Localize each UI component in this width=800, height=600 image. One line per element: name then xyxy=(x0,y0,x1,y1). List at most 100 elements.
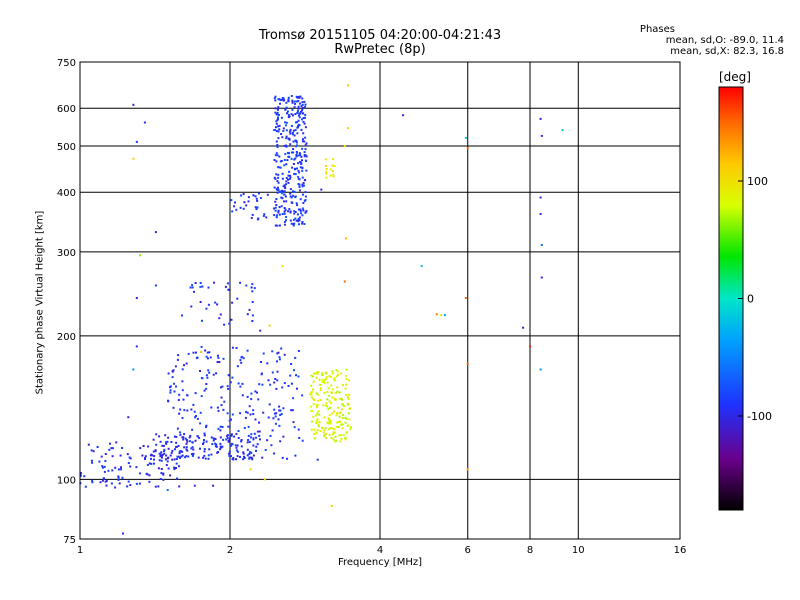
data-point xyxy=(280,133,283,135)
data-point xyxy=(252,438,255,441)
data-point xyxy=(290,157,293,160)
data-point xyxy=(227,282,229,285)
data-point xyxy=(333,398,336,401)
data-point xyxy=(126,485,129,488)
data-point xyxy=(146,463,149,466)
data-point xyxy=(239,385,242,388)
data-point xyxy=(107,469,110,472)
data-point xyxy=(230,444,233,447)
data-point xyxy=(285,106,288,109)
data-point xyxy=(316,406,319,408)
data-point xyxy=(259,197,262,199)
data-point xyxy=(252,413,255,415)
data-point xyxy=(334,379,336,382)
data-point xyxy=(206,351,209,354)
data-point xyxy=(214,442,217,445)
data-point xyxy=(285,144,287,147)
data-point xyxy=(321,374,324,376)
data-point xyxy=(326,398,329,401)
x-tick-label: 2 xyxy=(227,545,233,556)
data-point xyxy=(281,177,284,180)
data-point xyxy=(190,408,193,411)
data-point xyxy=(185,446,188,449)
data-point xyxy=(104,480,107,483)
data-point xyxy=(176,477,179,480)
x-tick-label: 16 xyxy=(674,545,687,556)
data-point xyxy=(237,382,240,385)
data-point xyxy=(340,397,343,400)
data-point xyxy=(96,446,99,448)
data-point xyxy=(292,133,294,136)
data-point xyxy=(171,449,174,452)
data-point xyxy=(298,152,301,155)
data-point xyxy=(345,417,348,420)
data-point xyxy=(282,407,285,410)
data-point xyxy=(258,192,260,195)
data-point xyxy=(181,454,184,457)
data-point xyxy=(402,114,405,117)
data-point xyxy=(153,455,156,458)
data-point xyxy=(294,173,297,176)
data-point xyxy=(324,378,327,380)
data-point xyxy=(274,209,277,212)
data-point xyxy=(230,433,233,436)
data-point xyxy=(464,297,467,299)
data-point xyxy=(298,219,301,222)
data-point xyxy=(339,411,342,414)
data-points xyxy=(79,84,564,535)
data-point xyxy=(251,213,254,216)
data-point xyxy=(317,425,320,428)
data-point xyxy=(201,377,204,380)
data-point xyxy=(323,382,326,385)
data-point xyxy=(84,485,87,488)
data-point xyxy=(301,222,304,225)
data-point xyxy=(313,399,316,402)
data-point xyxy=(443,314,446,317)
data-point xyxy=(325,170,328,173)
data-point xyxy=(295,95,298,98)
data-point xyxy=(196,417,199,420)
data-point xyxy=(129,457,132,460)
data-point xyxy=(231,413,234,416)
data-point xyxy=(302,138,304,141)
data-point xyxy=(282,435,285,438)
data-point xyxy=(163,448,166,451)
data-point xyxy=(250,286,253,289)
data-point xyxy=(153,458,155,461)
data-point xyxy=(314,414,317,417)
data-point xyxy=(277,114,280,116)
data-point xyxy=(258,383,261,386)
data-point xyxy=(200,351,203,353)
data-point xyxy=(185,448,188,451)
data-point xyxy=(280,98,283,101)
data-point xyxy=(246,448,249,451)
data-point xyxy=(317,371,320,374)
data-point xyxy=(206,357,209,360)
data-point xyxy=(273,97,276,100)
data-point xyxy=(295,374,297,377)
data-point xyxy=(324,158,327,161)
data-point xyxy=(219,442,222,445)
data-point xyxy=(266,193,269,196)
data-point xyxy=(335,391,338,394)
data-point xyxy=(274,111,277,114)
data-point xyxy=(283,200,285,203)
data-point xyxy=(185,455,188,458)
data-point xyxy=(83,475,86,478)
data-point xyxy=(242,193,245,196)
data-point xyxy=(219,448,222,451)
data-point xyxy=(172,369,175,372)
data-point xyxy=(297,114,300,117)
data-point xyxy=(271,429,274,432)
data-point xyxy=(207,369,210,372)
data-point xyxy=(255,208,258,211)
data-point xyxy=(278,405,281,408)
data-point xyxy=(328,375,331,378)
data-point xyxy=(288,208,291,211)
data-point xyxy=(334,440,337,443)
data-point xyxy=(311,375,314,378)
data-point xyxy=(298,437,301,439)
data-point xyxy=(302,117,305,120)
data-point xyxy=(179,408,182,411)
data-point xyxy=(233,205,236,208)
